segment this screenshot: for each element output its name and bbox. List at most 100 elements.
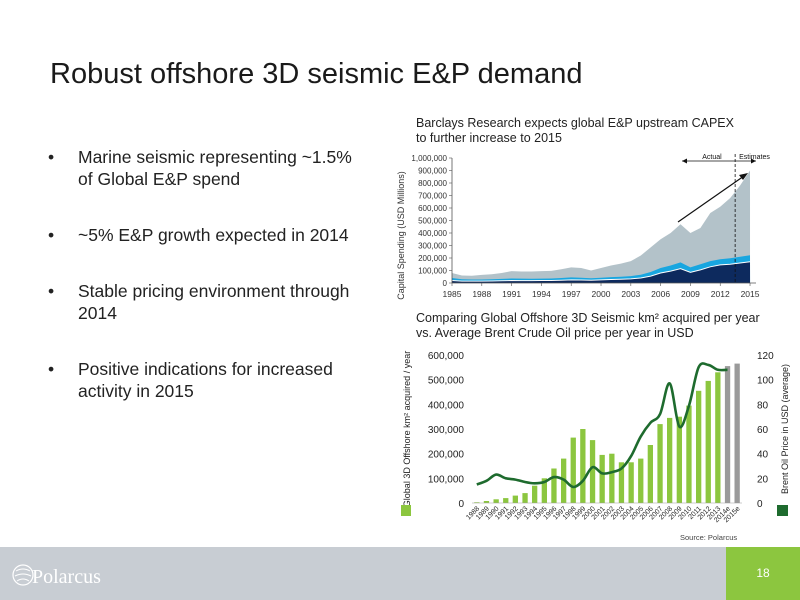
seismic-bar: [541, 478, 547, 503]
capex-actual-label: Actual: [702, 154, 722, 161]
seismic-bar: [493, 499, 499, 503]
seismic-bar: [551, 468, 557, 503]
seismic-bar: [696, 390, 702, 503]
bullet-list: • Marine seismic representing ~1.5% of Gl…: [48, 146, 368, 436]
seismic-bar: [503, 498, 509, 503]
capex-y-tick-label: 800,000: [418, 179, 447, 188]
seismic-bar: [522, 493, 528, 503]
bullet-dot: •: [48, 359, 55, 379]
capex-x-tick-label: 1997: [562, 289, 581, 299]
capex-x-tick-label: 1988: [472, 289, 491, 299]
seismic-bar: [532, 485, 538, 503]
seismic-bar: [705, 380, 711, 503]
bullet-item: • ~5% E&P growth expected in 2014: [48, 224, 368, 246]
seismic-bar: [474, 502, 480, 503]
bullet-text: Stable pricing environment through 2014: [78, 281, 350, 323]
footer-bar: [0, 547, 800, 600]
seismic-left-tick-label: 100,000: [428, 474, 465, 485]
capex-estimates-label: Estimates: [739, 154, 770, 161]
seismic-right-tick-label: 80: [757, 400, 769, 411]
capex-x-tick-label: 1991: [502, 289, 521, 299]
seismic-bar: [715, 372, 721, 503]
bullet-item: • Stable pricing environment through 2014: [48, 280, 368, 324]
seismic-bar: [609, 453, 615, 503]
capex-y-label: Capital Spending (USD Millions): [396, 171, 406, 300]
seismic-left-axis-label: Global 3D Offshore km² acquired / year: [402, 351, 412, 507]
seismic-bar: [618, 462, 625, 503]
footer-page-tab: [726, 547, 800, 600]
brent-price-line: [476, 362, 728, 489]
capex-x-tick-label: 2009: [681, 289, 700, 299]
page-title: Robust offshore 3D seismic E&P demand: [50, 58, 583, 90]
capex-x-tick-label: 2006: [651, 289, 670, 299]
bullet-dot: •: [48, 281, 55, 301]
capex-chart-caption: Barclays Research expects global E&P ups…: [416, 116, 734, 145]
seismic-bar: [647, 445, 653, 503]
capex-y-tick-label: 1,000,000: [411, 154, 447, 163]
seismic-bar: [676, 416, 682, 503]
brent-line-legend-swatch: [777, 505, 788, 516]
seismic-left-tick-label: 500,000: [428, 376, 465, 387]
seismic-right-tick-label: 120: [757, 351, 774, 362]
capex-series-divider: [451, 261, 751, 282]
bullet-text: ~5% E&P growth expected in 2014: [78, 225, 349, 245]
capex-x-tick-label: 2015: [741, 289, 760, 299]
bullet-item: • Positive indications for increased acti…: [48, 358, 368, 402]
seismic-bar: [589, 440, 596, 503]
capex-y-tick-label: 500,000: [418, 217, 447, 226]
bullet-dot: •: [48, 225, 55, 245]
capex-x-tick-label: 2000: [592, 289, 611, 299]
capex-x-tick-label: 2012: [711, 289, 730, 299]
seismic-chart-caption: Comparing Global Offshore 3D Seismic km²…: [416, 311, 760, 340]
capex-y-tick-label: 300,000: [418, 242, 447, 251]
capex-y-tick-label: 700,000: [418, 192, 447, 201]
page-number: 18: [756, 566, 770, 580]
bullet-text: Positive indications for increased activ…: [78, 359, 333, 401]
seismic-bar: [599, 454, 605, 503]
capex-x-tick-label: 1994: [532, 289, 551, 299]
seismic-bar: [638, 458, 644, 503]
seismic-left-tick-label: 300,000: [428, 425, 465, 436]
seismic-bar: [724, 366, 731, 503]
capex-y-tick-label: 200,000: [418, 254, 447, 263]
capex-bracket-arrow-left: [682, 158, 687, 164]
bullet-item: • Marine seismic representing ~1.5% of Gl…: [48, 146, 368, 190]
seismic-bar: [734, 363, 740, 503]
capex-y-tick-label: 0: [443, 279, 448, 288]
seismic-bar: [628, 462, 634, 503]
seismic-left-tick-label: 400,000: [428, 400, 465, 411]
seismic-right-tick-label: 20: [757, 474, 769, 485]
seismic-left-tick-label: 0: [458, 499, 464, 510]
seismic-right-tick-label: 100: [757, 376, 774, 387]
capex-y-tick-label: 900,000: [418, 167, 447, 176]
capex-x-tick-label: 1985: [443, 289, 462, 299]
capex-x-tick-label: 2003: [621, 289, 640, 299]
seismic-bar: [483, 501, 490, 503]
capex-area-total: [452, 170, 751, 283]
capex-trend-arrowhead: [739, 173, 748, 180]
seismic-bar: [570, 437, 576, 503]
seismic-left-tick-label: 200,000: [428, 450, 465, 461]
seismic-right-tick-label: 60: [757, 425, 769, 436]
source-note: Source: Polarcus: [680, 533, 738, 542]
polarcus-logo-icon: [12, 564, 34, 586]
seismic-bar: [667, 417, 673, 503]
seismic-right-tick-label: 40: [757, 450, 769, 461]
seismic-right-axis-label: Brent Oil Price in USD (average): [780, 364, 790, 494]
capex-area-base: [452, 261, 751, 283]
seismic-left-tick-label: 600,000: [428, 351, 465, 362]
bullet-dot: •: [48, 147, 55, 167]
seismic-bar: [686, 405, 692, 503]
capex-bracket-arrow-right: [751, 158, 756, 164]
seismic-bar: [512, 495, 518, 503]
capex-y-tick-label: 600,000: [418, 204, 447, 213]
seismic-bar: [657, 424, 663, 503]
seismic-right-tick-label: 0: [757, 499, 763, 510]
capex-y-tick-label: 100,000: [418, 267, 447, 276]
capex-y-tick-label: 400,000: [418, 229, 447, 238]
capex-trend-arrow: [677, 175, 745, 223]
seismic-bar-legend-swatch: [401, 505, 411, 516]
seismic-bar: [580, 429, 586, 503]
